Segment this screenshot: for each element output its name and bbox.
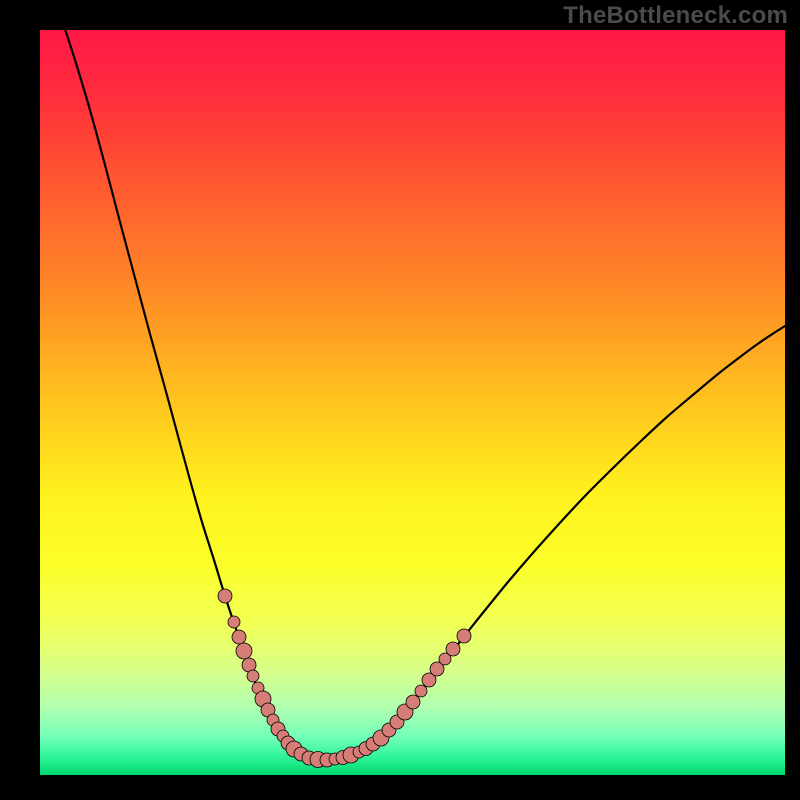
marker-dot [406, 695, 420, 709]
bottleneck-chart [0, 0, 800, 800]
marker-dot [218, 589, 232, 603]
marker-dot [457, 629, 471, 643]
chart-container: { "watermark": { "text": "TheBottleneck.… [0, 0, 800, 800]
marker-dot [236, 643, 252, 659]
marker-dot [247, 670, 259, 682]
gradient-background [40, 30, 785, 775]
marker-dot [232, 630, 246, 644]
marker-dot [228, 616, 240, 628]
watermark-text: TheBottleneck.com [563, 2, 788, 30]
marker-dot [415, 685, 427, 697]
marker-dot [446, 642, 460, 656]
